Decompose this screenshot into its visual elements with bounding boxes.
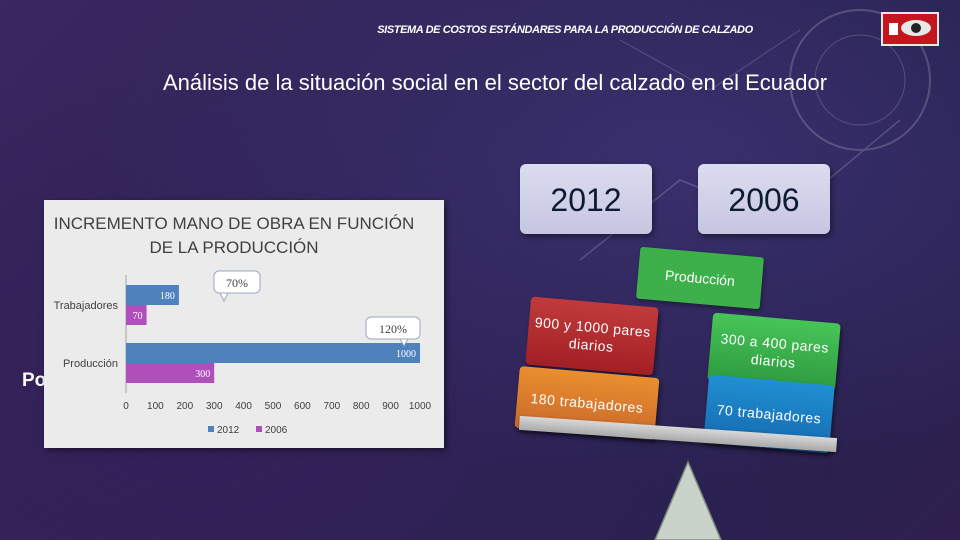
chart-panel: INCREMENTO MANO DE OBRA EN FUNCIÓN DE LA… [44, 200, 444, 448]
legend-swatch-2012 [208, 426, 214, 432]
bar-chart: Trabajadores 180 70 Producción 1000 300 0 100 20… [54, 270, 432, 436]
x-tick-0: 0 [123, 401, 129, 412]
x-tick-400: 400 [235, 401, 252, 412]
callout-box-2 [365, 316, 421, 340]
data-label-2012-trabajadores: 180 [160, 291, 175, 302]
callout-pointer-2 [399, 338, 409, 348]
bar-2006-trabajadores [126, 305, 147, 325]
x-tick-900: 900 [382, 401, 399, 412]
company-logo [881, 12, 939, 46]
x-tick-800: 800 [353, 401, 370, 412]
callout-pointer-1 [219, 292, 229, 303]
callout-text-2: 120% [379, 322, 407, 336]
header-title: SISTEMA DE COSTOS ESTÁNDARES PARA LA PRO… [377, 24, 753, 36]
callout-text-1: 70% [226, 276, 248, 290]
data-label-2006-producción: 300 [195, 369, 210, 380]
legend-swatch-2006 [256, 426, 262, 432]
bar-2006-producción [126, 363, 215, 383]
legend-label-2012: 2012 [217, 425, 240, 436]
pill-2012-production-text: 900 y 1000 pares diarios [534, 314, 652, 355]
data-label-2006-trabajadores: 70 [133, 311, 143, 322]
x-tick-100: 100 [147, 401, 164, 412]
partial-text: Po [22, 370, 47, 391]
data-label-2012-producción: 1000 [396, 349, 416, 360]
chart-title: INCREMENTO MANO DE OBRA EN FUNCIÓN DE LA… [53, 214, 415, 257]
x-tick-300: 300 [206, 401, 223, 412]
bar-2012-producción [126, 343, 420, 363]
x-tick-500: 500 [265, 401, 282, 412]
x-tick-1000: 1000 [409, 401, 432, 412]
year-2006-box: 2006 [698, 164, 830, 234]
legend-label-2006: 2006 [265, 425, 288, 436]
x-tick-200: 200 [176, 401, 193, 412]
category-label-trabajadores: Trabajadores [54, 300, 119, 312]
year-2012-box: 2012 [520, 164, 652, 234]
balance-fulcrum [654, 460, 722, 540]
page-title: Análisis de la situación social en el se… [162, 70, 828, 95]
pill-2012-workers-text: 180 trabajadores [529, 390, 645, 416]
category-label-producción: Producción [63, 358, 118, 370]
pill-2006-workers-text: 70 trabajadores [716, 401, 822, 427]
bar-2012-trabajadores [126, 285, 179, 305]
x-tick-700: 700 [323, 401, 340, 412]
production-banner: Producción [635, 246, 765, 310]
pill-2012-production: 900 y 1000 pares diarios [525, 296, 659, 376]
pill-2006-production-text: 300 a 400 pares diarios [719, 330, 830, 371]
x-tick-600: 600 [294, 401, 311, 412]
callout-box-1 [213, 270, 261, 294]
